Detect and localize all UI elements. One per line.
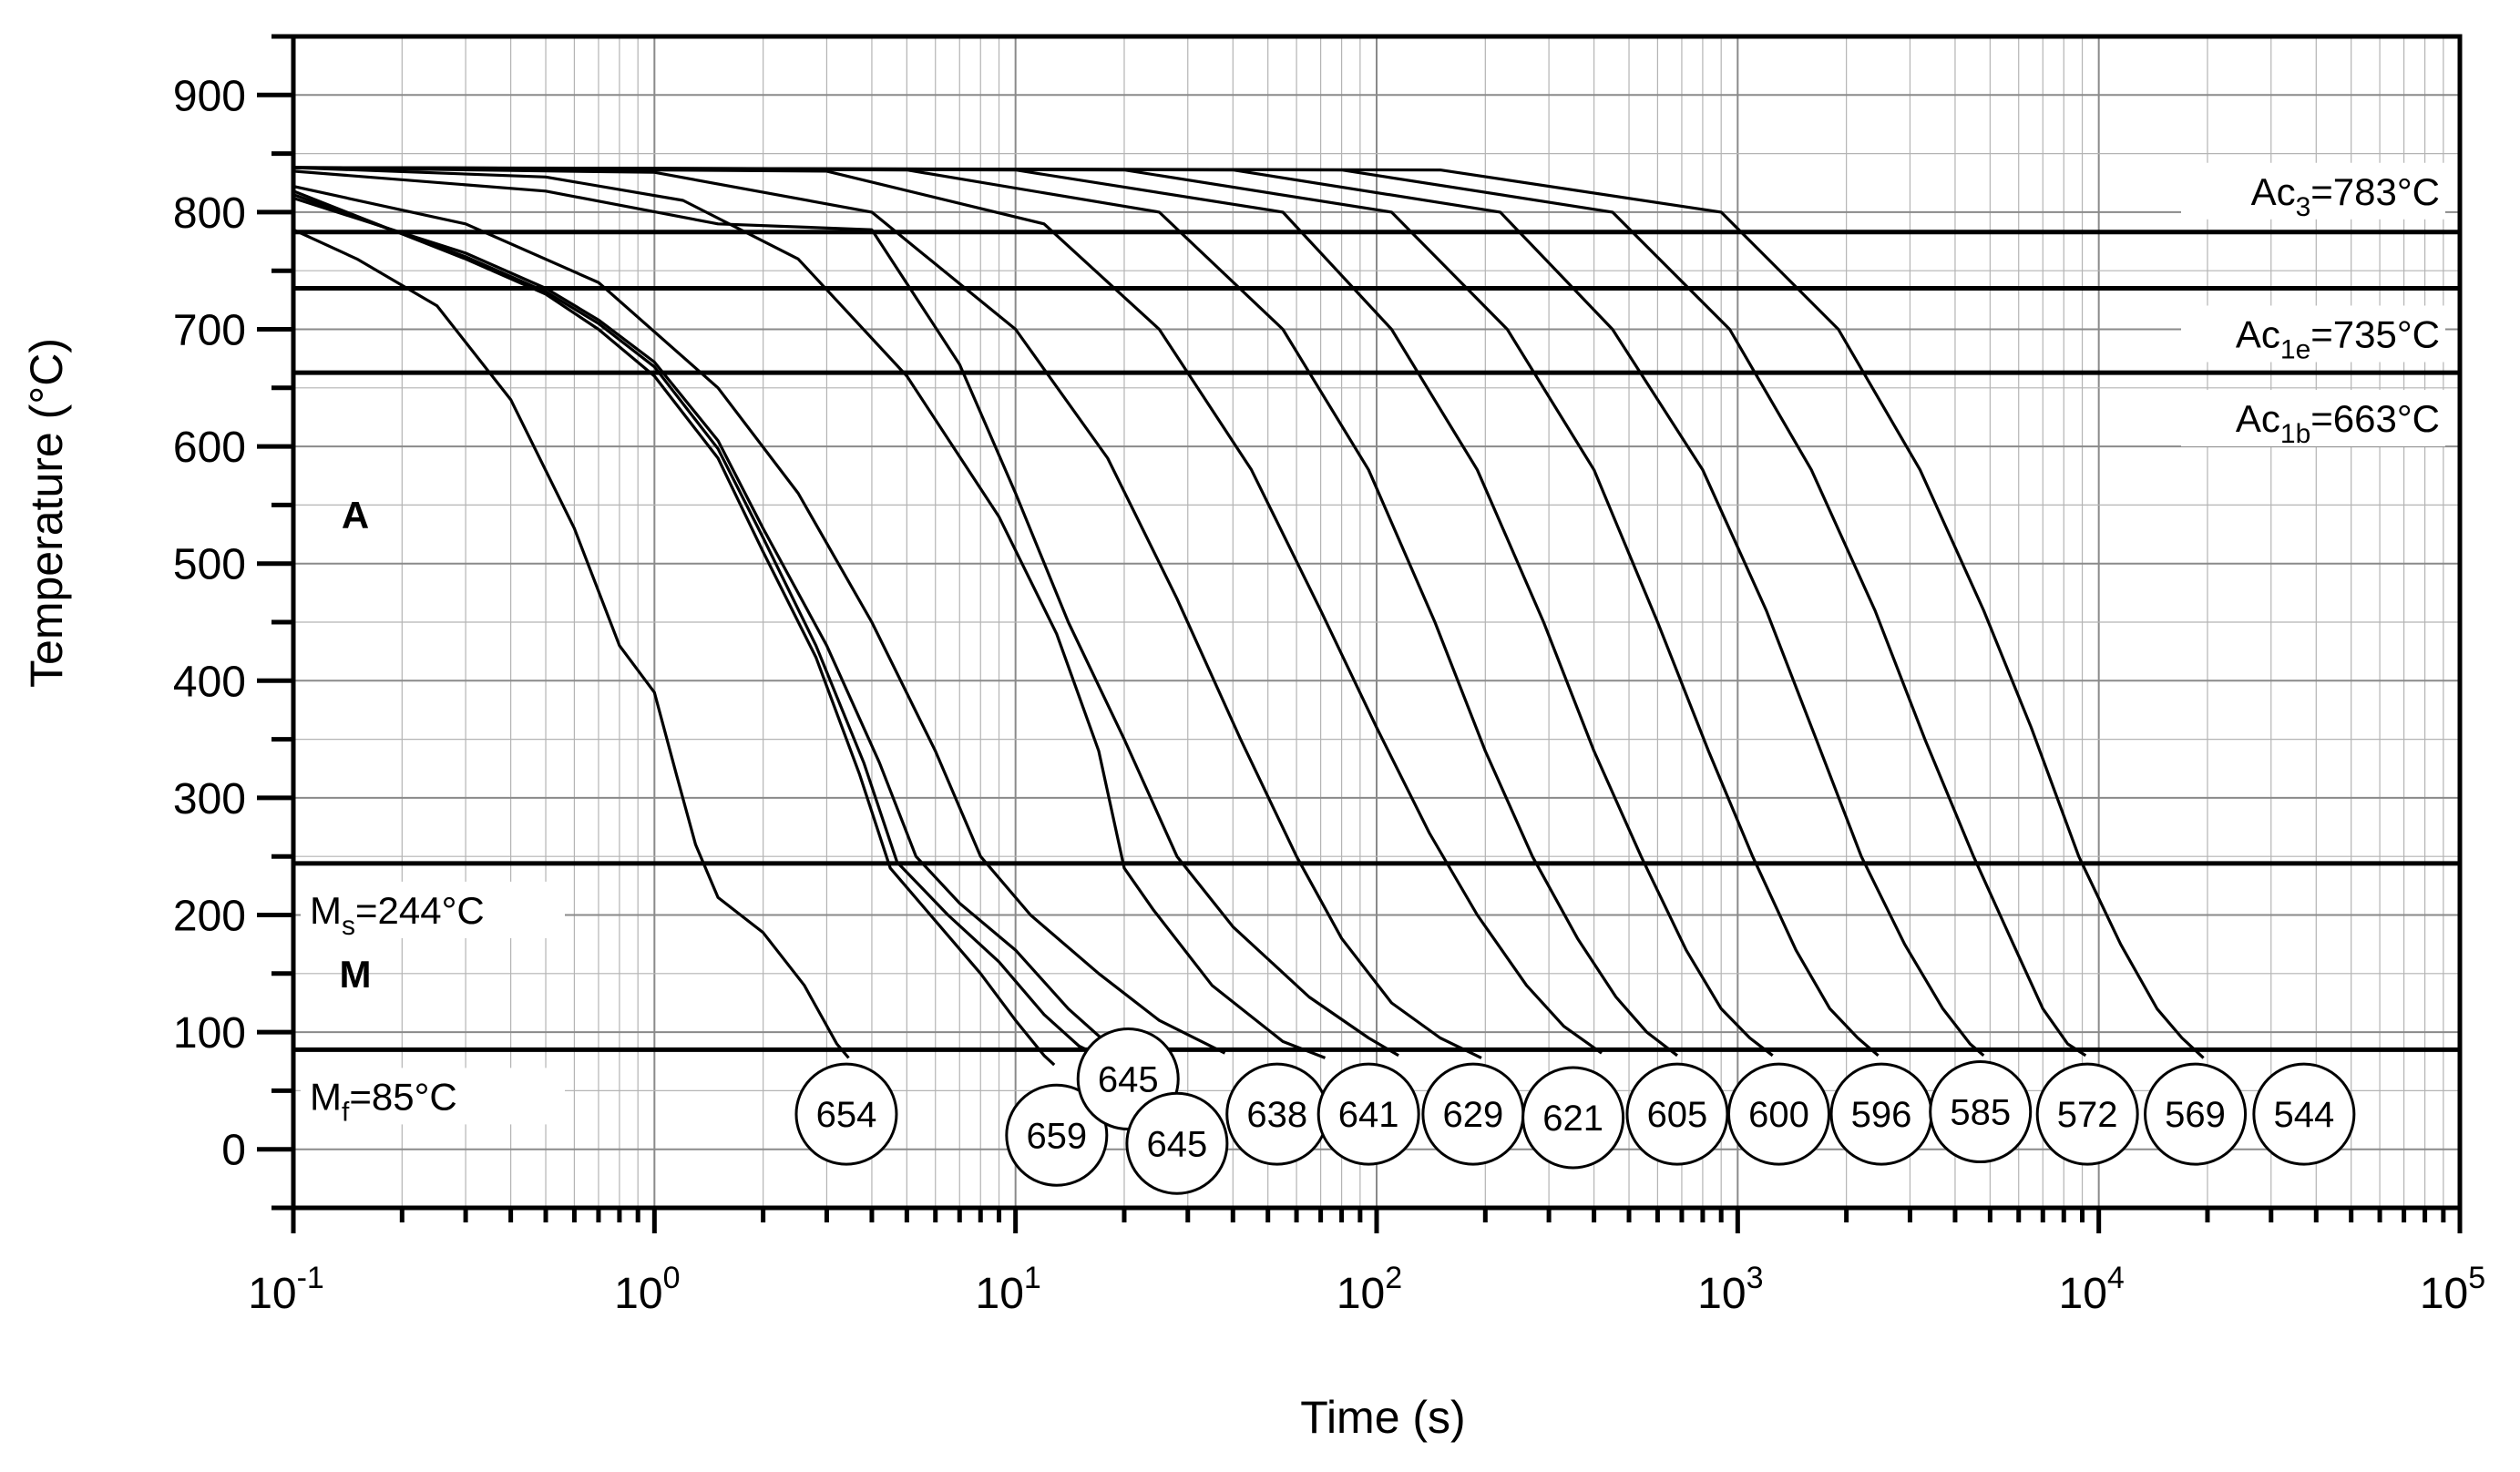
hardness-labels: Ac3=783°C Ac1e=735°C Ac1b=663°C Ms=244°C Mf=… xyxy=(301,162,2445,1195)
hardness-value: 629 xyxy=(1443,1095,1504,1135)
cooling-curve xyxy=(292,166,2087,1058)
y-tick-label: 300 xyxy=(173,775,246,823)
hardness-circle xyxy=(1521,1066,1625,1170)
hardness-value: 621 xyxy=(1542,1099,1603,1139)
label-background xyxy=(301,1068,565,1125)
hardness-value: 645 xyxy=(1147,1124,1208,1164)
x-tick-label: 10-1 xyxy=(248,1261,324,1318)
hardness-value: 596 xyxy=(1851,1095,1912,1135)
hardness-circle xyxy=(1316,1062,1420,1166)
hardness-value: 654 xyxy=(816,1095,877,1135)
hardness-label: 605 xyxy=(1625,1062,1729,1166)
y-tick-label: 500 xyxy=(173,541,246,589)
hardness-value: 572 xyxy=(2057,1095,2118,1135)
region-label: A xyxy=(342,494,369,537)
x-tick-label: 102 xyxy=(1337,1261,1402,1318)
hardness-label: 638 xyxy=(1225,1062,1329,1166)
x-tick-label: 104 xyxy=(2059,1261,2125,1318)
hardness-label: 629 xyxy=(1421,1062,1525,1166)
hardness-circle xyxy=(1005,1083,1109,1187)
hardness-label: 654 xyxy=(794,1062,898,1166)
hardness-label: 596 xyxy=(1829,1062,1933,1166)
hardness-circle xyxy=(1929,1060,2033,1164)
hardness-value: 544 xyxy=(2273,1095,2334,1135)
cooling-curve xyxy=(292,166,1327,1059)
cooling-curve xyxy=(292,166,2205,1059)
hardness-circle xyxy=(2144,1062,2248,1166)
y-tick-label: 200 xyxy=(173,893,246,941)
x-tick-label: 101 xyxy=(976,1261,1041,1318)
axes: 10-1 100 101 102 103 104 105 0 100 200 300 400 500 60… xyxy=(173,34,2485,1318)
cooling-curve xyxy=(292,228,850,1059)
cooling-curve xyxy=(292,166,1482,1059)
reference-line-label: Ac1b=663°C xyxy=(2181,390,2445,449)
hardness-value: 569 xyxy=(2165,1095,2226,1135)
reference-line-text: Mf=85°C xyxy=(310,1075,457,1127)
hardness-label: 569 xyxy=(2144,1062,2248,1166)
cooling-curve xyxy=(292,169,1399,1058)
y-tick-label: 400 xyxy=(173,658,246,706)
hardness-value: 659 xyxy=(1026,1116,1087,1156)
hardness-value: 641 xyxy=(1338,1095,1399,1135)
cooling-curve xyxy=(292,166,1880,1058)
reference-line-label: Ac3=783°C xyxy=(2181,162,2445,222)
hardness-label: 645 xyxy=(1125,1091,1229,1195)
label-background xyxy=(2181,162,2445,220)
reference-line-text: Ac1e=735°C xyxy=(2236,312,2440,364)
hardness-circle xyxy=(1625,1062,1729,1166)
cooling-curve xyxy=(292,166,1603,1055)
hardness-circle xyxy=(2035,1062,2139,1166)
label-background xyxy=(2181,390,2445,447)
cooling-curve xyxy=(292,196,1118,1055)
reference-line-label: Mf=85°C xyxy=(301,1068,565,1127)
hardness-value: 638 xyxy=(1246,1095,1307,1135)
y-tick-label: 800 xyxy=(173,189,246,238)
hardness-label: 641 xyxy=(1316,1062,1420,1166)
hardness-label: 659 xyxy=(1005,1083,1109,1187)
grid-lines xyxy=(292,36,2460,1209)
hardness-circle xyxy=(2252,1062,2356,1166)
reference-lines xyxy=(293,230,2460,1052)
y-tick-label: 600 xyxy=(173,424,246,472)
x-tick-label: 100 xyxy=(614,1261,680,1318)
hardness-value: 645 xyxy=(1098,1060,1159,1100)
hardness-value: 605 xyxy=(1647,1095,1708,1135)
cooling-curve xyxy=(292,166,1774,1058)
reference-line-label: Ms=244°C xyxy=(301,881,565,941)
y-tick-label: 900 xyxy=(173,72,246,120)
hardness-circle xyxy=(1726,1062,1830,1166)
region-label: M xyxy=(340,953,372,996)
cooling-curves xyxy=(292,166,2205,1067)
reference-line-text: Ac3=783°C xyxy=(2251,170,2440,222)
reference-line-text: Ms=244°C xyxy=(310,889,485,941)
cooling-curve xyxy=(292,189,1056,1067)
hardness-label: 544 xyxy=(2252,1062,2356,1166)
reference-line-label: Ac1e=735°C xyxy=(2181,305,2445,364)
hardness-circle xyxy=(794,1062,898,1166)
hardness-label: 600 xyxy=(1726,1062,1830,1166)
hardness-label: 621 xyxy=(1521,1066,1625,1170)
cooling-curve xyxy=(292,166,1985,1058)
hardness-label: 585 xyxy=(1929,1060,2033,1164)
x-axis-label: Time (s) xyxy=(1300,1392,1465,1443)
y-tick-label: 0 xyxy=(221,1127,246,1175)
hardness-label: 572 xyxy=(2035,1062,2139,1166)
hardness-value: 585 xyxy=(1950,1093,2011,1133)
x-tick-label: 103 xyxy=(1697,1261,1763,1318)
reference-line-text: Ac1b=663°C xyxy=(2236,397,2440,449)
y-tick-label: 700 xyxy=(173,307,246,355)
hardness-value: 600 xyxy=(1748,1095,1809,1135)
cooling-curve xyxy=(292,166,1678,1058)
hardness-circle xyxy=(1125,1091,1229,1195)
label-background xyxy=(301,881,565,938)
y-tick-label: 100 xyxy=(173,1009,246,1058)
label-background xyxy=(2181,305,2445,363)
y-axis-label: Temperature (°C) xyxy=(21,338,72,688)
cooling-curve xyxy=(292,185,1226,1055)
x-tick-label: 105 xyxy=(2420,1261,2485,1318)
cooling-curve xyxy=(292,193,1100,1058)
